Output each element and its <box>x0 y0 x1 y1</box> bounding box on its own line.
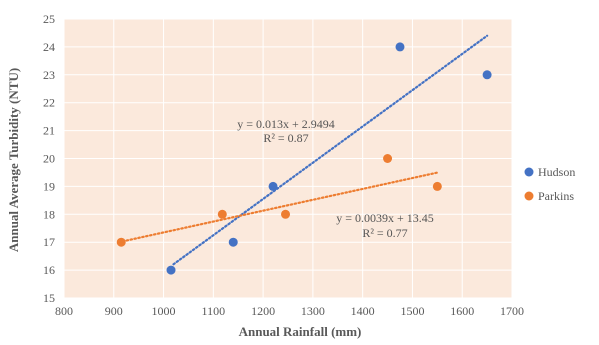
data-point-parkins <box>281 209 291 219</box>
x-tick-label: 1500 <box>400 304 424 318</box>
x-tick-label: 1100 <box>202 304 226 318</box>
y-tick-label: 15 <box>43 291 55 305</box>
data-point-hudson <box>395 42 405 52</box>
x-tick-label: 800 <box>55 304 73 318</box>
data-point-parkins <box>383 154 393 163</box>
y-tick-label: 18 <box>43 207 55 221</box>
trendline-parkins <box>117 171 439 244</box>
grid-lines <box>63 18 513 299</box>
y-tick-label: 17 <box>43 235 55 249</box>
trendline-r2-hudson: R² = 0.87 <box>263 131 308 145</box>
x-tick-label: 1700 <box>500 304 524 318</box>
data-point-parkins <box>217 209 227 219</box>
x-tick-label: 1000 <box>152 304 176 318</box>
legend-label-hudson: Hudson <box>538 165 575 179</box>
y-tick-label: 24 <box>43 40 55 54</box>
trendline-r2-parkins: R² = 0.77 <box>362 226 407 240</box>
legend-marker-hudson <box>524 167 534 177</box>
y-axis-label: Annual Average Turbidity (NTU) <box>6 68 21 252</box>
data-point-parkins <box>432 181 442 191</box>
x-axis-label: Annual Rainfall (mm) <box>239 324 362 339</box>
x-tick-label: 1200 <box>251 304 275 318</box>
data-point-parkins <box>116 237 126 247</box>
legend: Hudson Parkins <box>524 165 575 203</box>
y-tick-label: 21 <box>43 124 55 138</box>
legend-marker-parkins <box>524 191 534 201</box>
data-points <box>116 42 492 275</box>
y-tick-label: 23 <box>43 68 55 82</box>
y-tick-label: 16 <box>43 263 55 277</box>
trendline-hudson <box>172 34 489 266</box>
data-point-hudson <box>166 265 176 275</box>
trendline-equation-hudson: y = 0.013x + 2.9494 <box>237 117 335 131</box>
x-tick-label: 1600 <box>450 304 474 318</box>
trendlines <box>117 34 489 266</box>
y-tick-label: 20 <box>43 152 55 166</box>
y-tick-label: 19 <box>43 179 55 193</box>
data-point-hudson <box>268 181 278 191</box>
x-tick-label: 900 <box>105 304 123 318</box>
x-tick-label: 1300 <box>301 304 325 318</box>
tick-labels: 800 900 1000 1100 1200 1300 1400 1500 1600 1700 15… <box>43 12 524 318</box>
y-tick-label: 22 <box>43 96 55 110</box>
trendline-equation-parkins: y = 0.0039x + 13.45 <box>336 211 434 225</box>
data-point-hudson <box>482 70 492 80</box>
data-point-hudson <box>228 237 238 247</box>
x-tick-label: 1400 <box>351 304 375 318</box>
y-tick-label: 25 <box>43 12 55 26</box>
legend-label-parkins: Parkins <box>538 189 574 203</box>
